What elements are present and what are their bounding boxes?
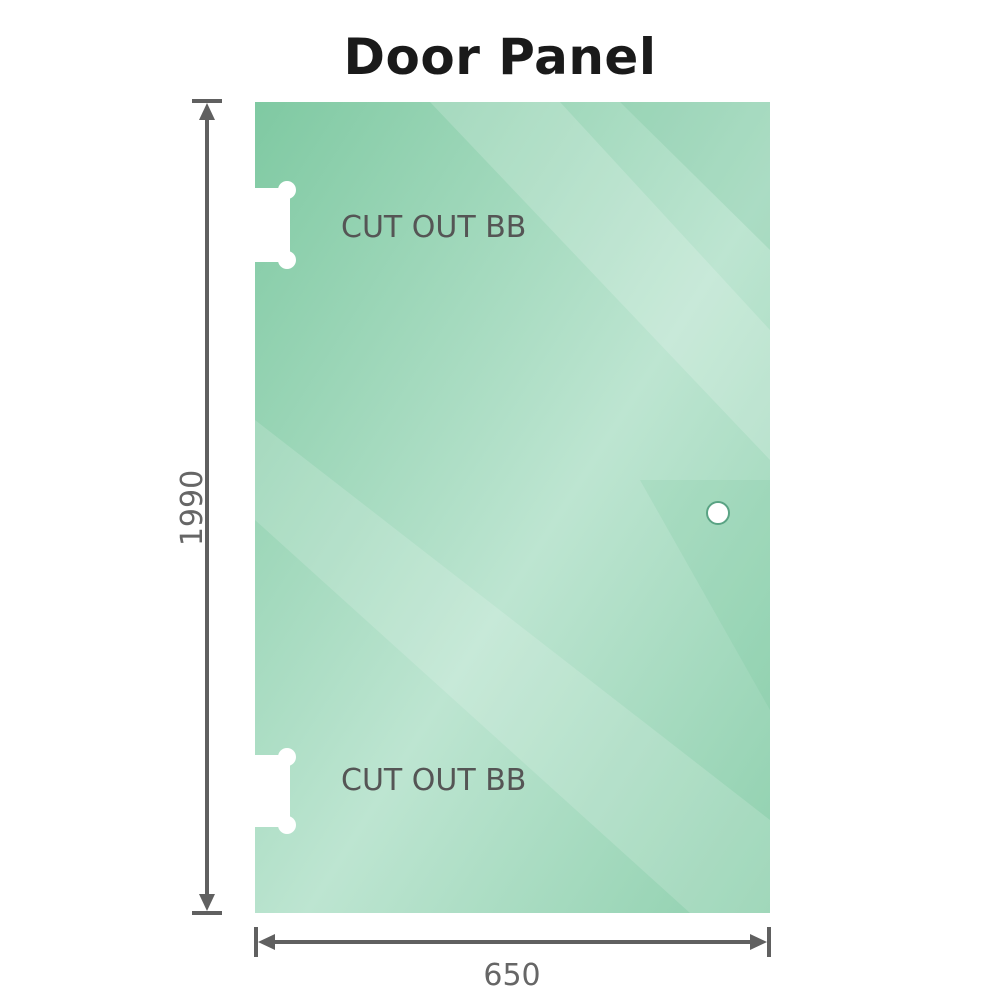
handle-hole [706, 501, 730, 525]
glass-panel [255, 102, 770, 913]
height-dimension-line [192, 99, 222, 915]
height-label: 1990 [175, 470, 210, 546]
cutout-bottom [250, 748, 296, 834]
cutout-label-top: CUT OUT BB [341, 210, 526, 245]
width-dimension-line [254, 927, 771, 957]
cutout-top [250, 181, 296, 269]
width-label: 650 [483, 958, 540, 993]
cutout-label-bottom: CUT OUT BB [341, 763, 526, 798]
page-title: Door Panel [343, 28, 657, 86]
